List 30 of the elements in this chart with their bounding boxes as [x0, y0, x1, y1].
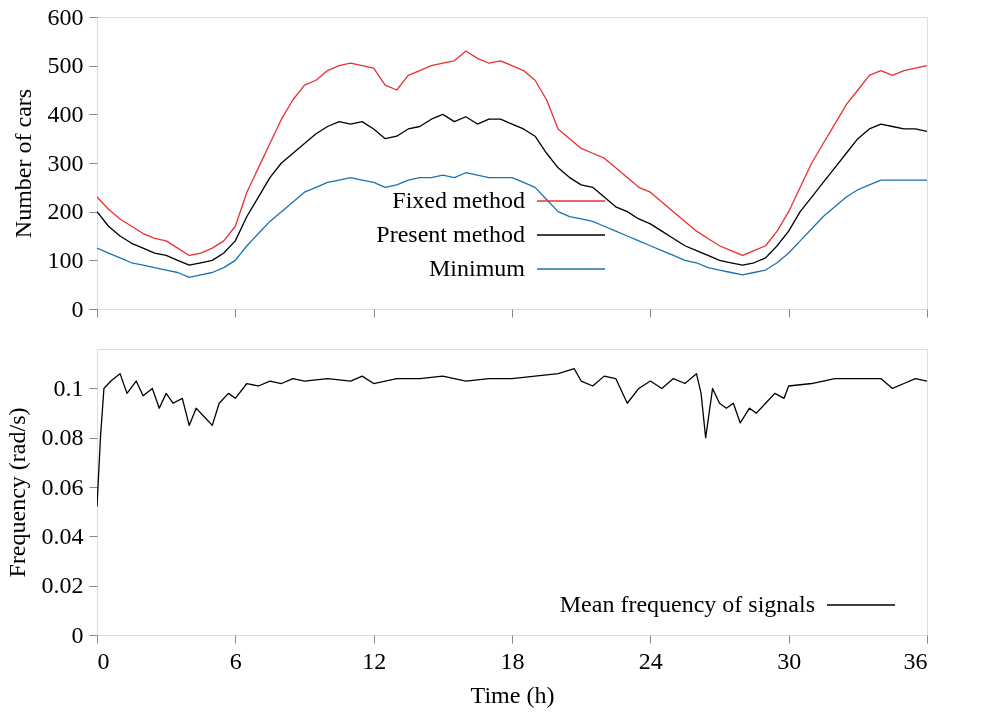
- y-axis-title: Frequency (rad/s): [3, 407, 30, 578]
- x-axis-title: Time (h): [470, 681, 555, 708]
- y-tick-label: 0.04: [41, 522, 84, 549]
- y-tick-label: 300: [47, 149, 84, 176]
- y-tick-label: 0.06: [41, 473, 84, 500]
- y-tick-label: 0: [71, 621, 84, 648]
- y-tick-label: 200: [47, 198, 84, 225]
- y-tick-label: 0: [71, 295, 84, 322]
- x-tick-label: 30: [777, 647, 802, 674]
- legend-label: Minimum: [428, 255, 526, 281]
- legend-label: Present method: [376, 221, 525, 247]
- y-tick-label: 400: [47, 100, 84, 127]
- y-tick-label: 0.02: [41, 572, 84, 599]
- y-tick-label: 600: [47, 3, 84, 30]
- line-series: [97, 50, 927, 257]
- y-tick-label: 0.1: [53, 374, 84, 401]
- x-tick-label: 24: [638, 647, 663, 674]
- y-tick-label: 500: [47, 52, 84, 79]
- line-series: [97, 172, 927, 279]
- y-axis-title: Number of cars: [9, 88, 36, 239]
- x-tick-label: 6: [229, 647, 242, 674]
- x-tick-label: 36: [903, 647, 928, 674]
- y-tick-label: 100: [47, 246, 84, 273]
- y-tick-label: 0.08: [41, 424, 84, 451]
- line-series: [97, 368, 927, 508]
- legend-label: Mean frequency of signals: [559, 591, 815, 617]
- legend-label: Fixed method: [392, 187, 525, 213]
- x-tick-label: 0: [97, 647, 110, 674]
- x-tick-label: 18: [500, 647, 525, 674]
- x-tick-label: 12: [362, 647, 387, 674]
